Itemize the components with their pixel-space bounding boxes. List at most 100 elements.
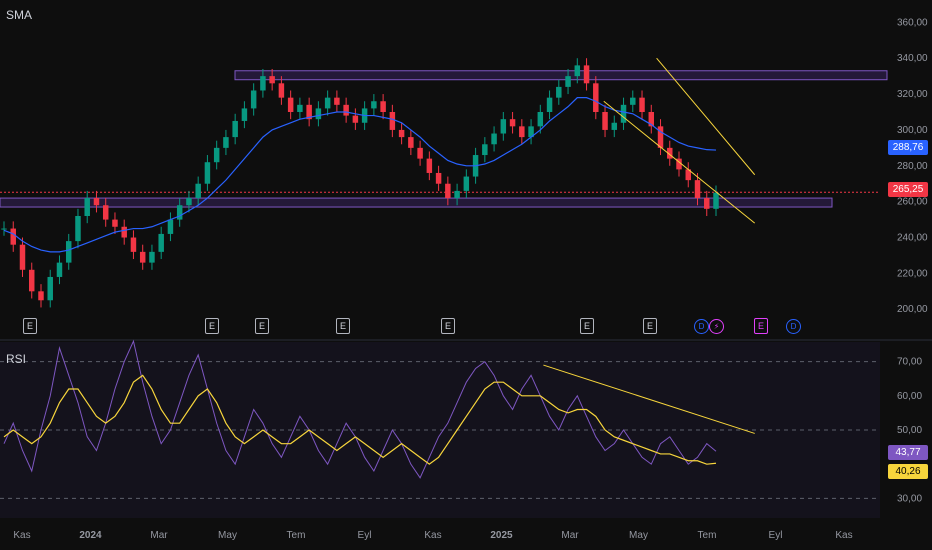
candle-body: [445, 183, 451, 199]
candle-body: [29, 269, 35, 292]
time-axis-label: Tem: [287, 530, 306, 541]
candle-body: [102, 205, 109, 220]
candle-body: [583, 65, 590, 84]
candle-body: [528, 126, 534, 138]
split-event-icon[interactable]: ⚡: [709, 319, 724, 334]
candle-body: [620, 104, 627, 123]
candle-body: [417, 147, 423, 159]
time-axis-label: May: [218, 530, 237, 541]
price-panel-label: SMA: [6, 8, 33, 22]
time-axis-label: Kas: [424, 530, 441, 541]
candle-body: [186, 198, 192, 206]
candle-body: [408, 137, 414, 148]
candle-body: [324, 97, 331, 109]
candle-body: [19, 244, 26, 270]
price-tick-label: 320,00: [897, 89, 928, 100]
candle-body: [398, 129, 405, 138]
earnings-event-icon[interactable]: E: [205, 318, 219, 334]
time-axis-label: Kas: [13, 530, 30, 541]
candle-body: [639, 97, 645, 112]
rsi-tick-label: 70,00: [897, 357, 922, 368]
candle-body: [130, 237, 137, 252]
earnings-event-icon[interactable]: E: [580, 318, 594, 334]
candle-body: [306, 104, 312, 120]
rsi-line: [3, 339, 717, 479]
rsi-trendline: [543, 364, 755, 434]
rsi-tick-label: 60,00: [897, 391, 922, 402]
price-tick-label: 200,00: [897, 304, 928, 315]
rsi-panel-label: RSI: [6, 352, 27, 366]
candle-body: [426, 158, 433, 173]
candle-body: [139, 251, 146, 263]
earnings-event-icon[interactable]: E: [441, 318, 455, 334]
candle-body: [435, 172, 442, 184]
price-tick-label: 240,00: [897, 233, 928, 244]
candle-body: [121, 226, 127, 238]
candle-body: [158, 233, 164, 252]
candle-body: [149, 251, 155, 263]
price-trendline: [656, 57, 756, 176]
candle-body: [556, 86, 562, 98]
time-axis-label: Eyl: [358, 530, 372, 541]
candle-body: [93, 198, 100, 206]
rsi-ma-line: [3, 374, 717, 465]
price-tick-label: 340,00: [897, 53, 928, 64]
candle-body: [47, 276, 53, 301]
time-axis-label: Eyl: [769, 530, 783, 541]
candle-body: [380, 101, 386, 112]
price-tick-label: 360,00: [897, 17, 928, 28]
price-zone: [234, 70, 888, 81]
candle-body: [223, 137, 229, 148]
candle-body: [676, 158, 682, 170]
candle-body: [278, 83, 285, 98]
time-axis-label: Kas: [835, 530, 852, 541]
rsi-tick-label: 50,00: [897, 425, 922, 436]
dividend-event-icon[interactable]: D: [694, 319, 709, 334]
candle-body: [574, 65, 581, 77]
candle-body: [315, 108, 322, 120]
candle-body: [352, 115, 359, 123]
candle-body: [195, 183, 201, 199]
future-dividend-event-icon[interactable]: D: [786, 319, 801, 334]
candle-body: [648, 112, 655, 127]
rsi-value-badge: 43,77: [888, 445, 928, 460]
candle-body: [389, 112, 396, 130]
candle-body: [593, 83, 599, 112]
price-tick-label: 260,00: [897, 197, 928, 208]
candle-body: [602, 112, 608, 130]
candle-body: [667, 147, 673, 159]
candle-body: [657, 126, 664, 148]
candle-body: [704, 198, 710, 209]
candle-body: [546, 97, 553, 112]
candle-body: [65, 241, 72, 263]
candle-body: [204, 162, 211, 184]
time-axis-label: Mar: [561, 530, 579, 541]
candle-body: [260, 76, 266, 91]
candle-body: [713, 192, 719, 209]
sma-line: [3, 97, 717, 253]
price-tick-label: 220,00: [897, 268, 928, 279]
candle-body: [38, 291, 44, 301]
earnings-event-icon[interactable]: E: [255, 318, 269, 334]
candle-body: [241, 108, 248, 121]
earnings-event-icon[interactable]: E: [336, 318, 350, 334]
price-value-badge: 265,25: [888, 182, 928, 197]
candle-body: [10, 228, 16, 245]
earnings-event-icon[interactable]: E: [23, 318, 37, 334]
candle-body: [232, 120, 238, 138]
price-tick-label: 300,00: [897, 125, 928, 136]
candle-body: [500, 119, 507, 134]
candle-body: [213, 147, 220, 163]
candle-body: [454, 190, 460, 199]
candle-body: [482, 144, 488, 156]
future-earnings-event-icon[interactable]: E: [754, 318, 768, 334]
price-zone: [0, 197, 833, 208]
candle-body: [112, 219, 118, 227]
earnings-event-icon[interactable]: E: [643, 318, 657, 334]
candle-body: [611, 122, 618, 130]
candle-body: [371, 101, 377, 109]
candle-body: [176, 205, 183, 220]
rsi-ma-value-badge: 40,26: [888, 464, 928, 479]
time-axis-label: 2025: [490, 530, 513, 541]
